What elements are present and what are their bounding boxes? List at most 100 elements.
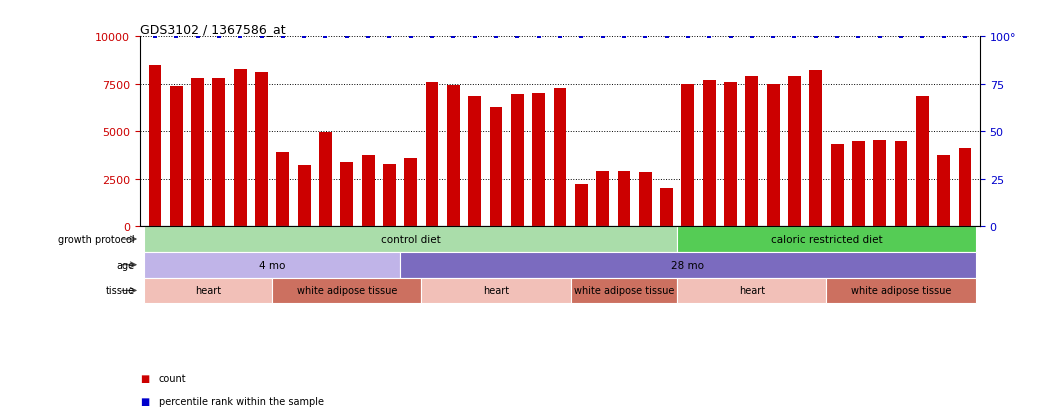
- Text: white adipose tissue: white adipose tissue: [573, 286, 674, 296]
- Bar: [677, 227, 976, 252]
- Text: GDS3102 / 1367586_at: GDS3102 / 1367586_at: [140, 23, 285, 36]
- Point: [722, 34, 738, 40]
- Point: [786, 34, 803, 40]
- Text: white adipose tissue: white adipose tissue: [851, 286, 951, 296]
- Point: [765, 34, 782, 40]
- Bar: [144, 227, 677, 252]
- Bar: [895, 141, 907, 227]
- Text: white adipose tissue: white adipose tissue: [297, 286, 397, 296]
- Point: [382, 34, 398, 40]
- Bar: [362, 156, 374, 227]
- Bar: [213, 79, 225, 227]
- Point: [744, 34, 760, 40]
- Bar: [277, 153, 289, 227]
- Point: [808, 34, 824, 40]
- Bar: [191, 79, 204, 227]
- Point: [487, 34, 504, 40]
- Point: [637, 34, 653, 40]
- Point: [658, 34, 675, 40]
- Bar: [298, 166, 310, 227]
- Bar: [873, 140, 887, 227]
- Bar: [532, 94, 545, 227]
- Bar: [404, 159, 417, 227]
- Bar: [272, 278, 421, 304]
- Bar: [383, 165, 396, 227]
- Point: [338, 34, 355, 40]
- Bar: [677, 278, 826, 304]
- Point: [701, 34, 718, 40]
- Point: [594, 34, 611, 40]
- Text: heart: heart: [738, 286, 765, 296]
- Point: [190, 34, 206, 40]
- Bar: [574, 185, 588, 227]
- Point: [530, 34, 546, 40]
- Text: 4 mo: 4 mo: [259, 260, 285, 270]
- Point: [573, 34, 590, 40]
- Point: [552, 34, 568, 40]
- Bar: [596, 172, 609, 227]
- Bar: [724, 83, 737, 227]
- Bar: [340, 162, 354, 227]
- Point: [871, 34, 888, 40]
- Point: [168, 34, 185, 40]
- Bar: [425, 83, 439, 227]
- Point: [211, 34, 227, 40]
- Bar: [703, 81, 716, 227]
- Text: age: age: [117, 260, 135, 270]
- Bar: [148, 66, 162, 227]
- Bar: [319, 133, 332, 227]
- Bar: [937, 156, 950, 227]
- Text: 28 mo: 28 mo: [671, 260, 704, 270]
- Bar: [958, 149, 972, 227]
- Point: [914, 34, 930, 40]
- Bar: [618, 172, 630, 227]
- Bar: [421, 278, 570, 304]
- Text: caloric restricted diet: caloric restricted diet: [770, 235, 882, 244]
- Text: ■: ■: [140, 373, 149, 383]
- Bar: [852, 141, 865, 227]
- Point: [467, 34, 483, 40]
- Bar: [170, 86, 183, 227]
- Text: percentile rank within the sample: percentile rank within the sample: [159, 396, 324, 406]
- Bar: [511, 95, 524, 227]
- Text: ■: ■: [140, 396, 149, 406]
- Bar: [489, 108, 502, 227]
- Point: [957, 34, 974, 40]
- Bar: [681, 85, 695, 227]
- Bar: [144, 252, 400, 278]
- Bar: [447, 85, 459, 227]
- Bar: [661, 189, 673, 227]
- Bar: [233, 69, 247, 227]
- Point: [275, 34, 291, 40]
- Bar: [639, 173, 651, 227]
- Bar: [831, 144, 843, 227]
- Bar: [554, 88, 566, 227]
- Bar: [144, 278, 272, 304]
- Point: [509, 34, 526, 40]
- Text: growth protocol: growth protocol: [58, 235, 135, 244]
- Point: [616, 34, 633, 40]
- Point: [402, 34, 419, 40]
- Point: [296, 34, 312, 40]
- Text: count: count: [159, 373, 187, 383]
- Point: [424, 34, 441, 40]
- Text: heart: heart: [195, 286, 221, 296]
- Point: [317, 34, 334, 40]
- Point: [360, 34, 376, 40]
- Bar: [810, 71, 822, 227]
- Text: heart: heart: [483, 286, 509, 296]
- Bar: [255, 73, 268, 227]
- Point: [445, 34, 461, 40]
- Point: [829, 34, 845, 40]
- Point: [146, 34, 163, 40]
- Text: control diet: control diet: [381, 235, 441, 244]
- Bar: [400, 252, 976, 278]
- Point: [935, 34, 952, 40]
- Point: [893, 34, 909, 40]
- Bar: [916, 97, 929, 227]
- Bar: [766, 85, 780, 227]
- Bar: [826, 278, 976, 304]
- Point: [253, 34, 270, 40]
- Text: tissue: tissue: [106, 286, 135, 296]
- Point: [679, 34, 696, 40]
